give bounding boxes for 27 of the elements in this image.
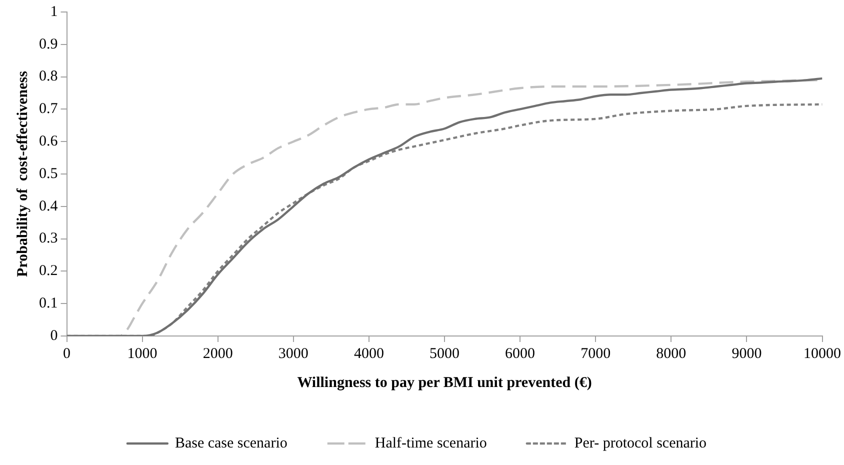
x-tick-label: 1000 [127,346,158,362]
x-tick-label: 8000 [656,346,686,362]
y-tick-label: 0.2 [39,263,58,280]
y-tick-label: 0.1 [39,296,58,312]
x-tick-label: 4000 [354,346,384,362]
y-tick-label: 0 [50,328,58,344]
x-tick-label: 2000 [202,346,233,362]
legend-label: Half-time scenario [374,435,487,452]
y-tick-label: 0.4 [39,198,58,214]
y-tick-label: 0.9 [39,36,58,52]
x-tick-label: 10000 [804,346,841,362]
x-axis-title: Willingness to pay per BMI unit prevented (€) [297,374,592,391]
x-tick-label: 3000 [278,346,308,362]
y-axis-title: Probability of cost-effectiveness [14,70,31,277]
y-tick-label: 0.8 [39,68,58,85]
y-tick-label: 0.5 [39,166,58,182]
y-tick-label: 0.3 [39,230,58,247]
legend-label: Base case scenario [174,435,288,452]
x-tick-label: 7000 [580,346,611,362]
x-tick-label: 0 [63,346,70,362]
x-tick-label: 6000 [505,346,536,362]
x-tick-label: 5000 [430,346,460,362]
legend-label: Per- protocol scenario [574,435,707,452]
y-tick-label: 0.7 [39,101,58,118]
y-tick-label: 1 [50,4,58,20]
y-tick-label: 0.6 [39,134,58,150]
x-tick-label: 9000 [732,346,762,362]
